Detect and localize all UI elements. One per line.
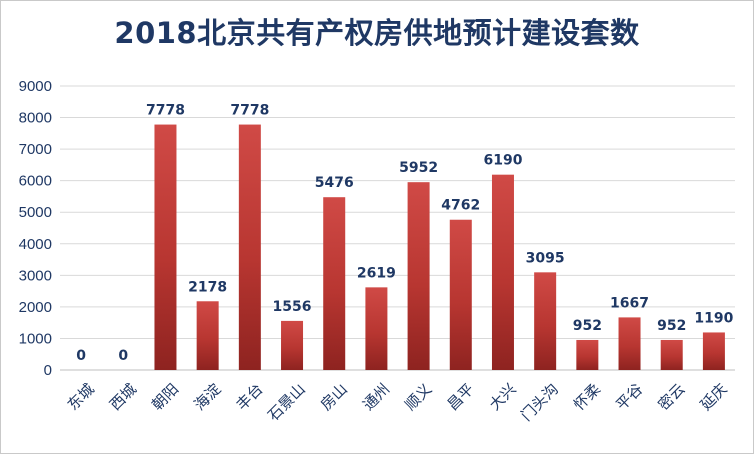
- bar-14: [660, 339, 683, 370]
- data-labels: 0 0 7778 2178 7778 1556 5476 2619 5952 4762 6190 30…: [76, 103, 733, 364]
- x-tick-label: 通州: [359, 380, 393, 414]
- data-label: 2619: [357, 265, 396, 281]
- bar-9: [449, 219, 472, 370]
- y-tick-label: 9000: [19, 78, 52, 95]
- chart-title: 2018北京共有产权房供地预计建设套数: [114, 16, 640, 50]
- x-tick-label: 延庆: [697, 380, 731, 414]
- y-tick-label: 6000: [19, 173, 52, 190]
- bar-10: [491, 174, 514, 370]
- x-tick-label: 海淀: [190, 380, 224, 414]
- data-label: 1190: [694, 310, 733, 326]
- bar-2: [154, 124, 177, 371]
- y-tick-label: 0: [44, 362, 52, 379]
- x-tick-label: 石景山: [264, 380, 309, 425]
- x-tick-label: 西城: [106, 380, 140, 414]
- x-tick-label: 东城: [64, 380, 98, 414]
- bars: [154, 124, 725, 371]
- data-label: 4762: [441, 198, 480, 214]
- y-tick-label: 1000: [19, 330, 52, 347]
- data-label: 7778: [230, 103, 269, 119]
- y-tick-label: 3000: [19, 267, 52, 284]
- x-tick-label: 朝阳: [148, 380, 182, 414]
- data-label: 1667: [610, 295, 649, 311]
- bar-4: [238, 124, 261, 371]
- x-tick-label: 门头沟: [517, 380, 562, 425]
- y-axis: 0 1000 2000 3000 4000 5000 6000 7000 8000 9000: [19, 78, 52, 379]
- data-label: 3095: [526, 250, 565, 266]
- y-tick-label: 8000: [19, 110, 52, 127]
- x-tick-label: 昌平: [444, 380, 478, 414]
- data-label: 0: [118, 348, 128, 364]
- x-tick-label: 大兴: [486, 380, 520, 414]
- data-label: 7778: [146, 103, 185, 119]
- x-tick-label: 顺义: [401, 380, 435, 414]
- y-tick-label: 2000: [19, 299, 52, 316]
- x-tick-label: 密云: [655, 380, 689, 414]
- x-tick-label: 丰台: [233, 380, 267, 414]
- x-tick-label: 平谷: [612, 380, 646, 414]
- bar-11: [534, 272, 557, 370]
- bar-6: [323, 197, 346, 370]
- data-label: 952: [573, 318, 602, 334]
- data-label: 952: [657, 318, 686, 334]
- y-tick-label: 5000: [19, 204, 52, 221]
- data-label: 5476: [315, 175, 354, 191]
- data-label: 0: [76, 348, 86, 364]
- bar-13: [618, 317, 641, 370]
- x-tick-label: 怀柔: [570, 380, 604, 414]
- data-label: 1556: [273, 299, 312, 315]
- data-label: 5952: [399, 160, 438, 176]
- bar-3: [196, 301, 219, 370]
- bar-15: [702, 332, 725, 370]
- bar-5: [281, 320, 304, 370]
- x-tick-label: 房山: [317, 380, 351, 414]
- data-label: 6190: [483, 153, 522, 169]
- bar-7: [365, 287, 388, 370]
- data-label: 2178: [188, 279, 227, 295]
- y-tick-label: 7000: [19, 141, 52, 158]
- bar-12: [576, 339, 599, 370]
- bar-8: [407, 182, 430, 370]
- y-tick-label: 4000: [19, 236, 52, 253]
